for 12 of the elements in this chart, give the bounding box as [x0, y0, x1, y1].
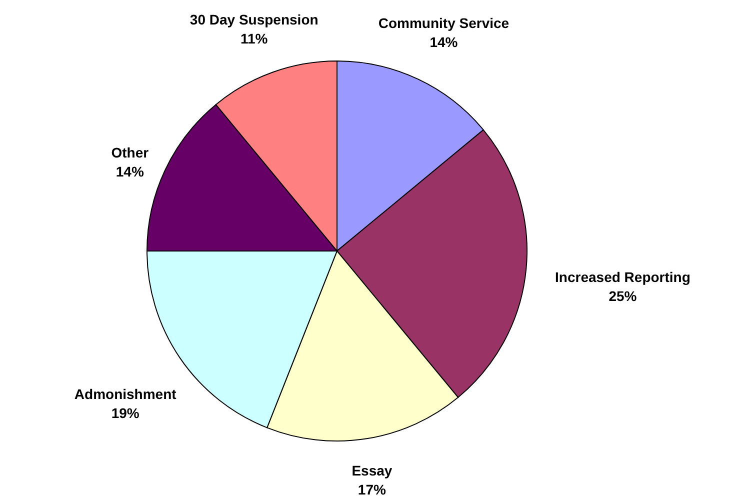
data-label: 25%	[608, 288, 638, 304]
slice-label: Other	[111, 144, 150, 161]
slice-label: 30 Day Suspension	[190, 12, 318, 28]
slice-label: Community Service	[378, 15, 510, 32]
data-label: 11%	[240, 30, 268, 47]
slice-label: Increased Reporting	[555, 269, 690, 286]
data-label: 17%	[358, 482, 386, 498]
data-label: 19%	[111, 404, 140, 421]
slice-label: Admonishment	[74, 386, 177, 402]
data-label: 14%	[116, 164, 144, 180]
slice-label: Essay	[352, 462, 392, 479]
data-label: 14%	[430, 34, 458, 50]
